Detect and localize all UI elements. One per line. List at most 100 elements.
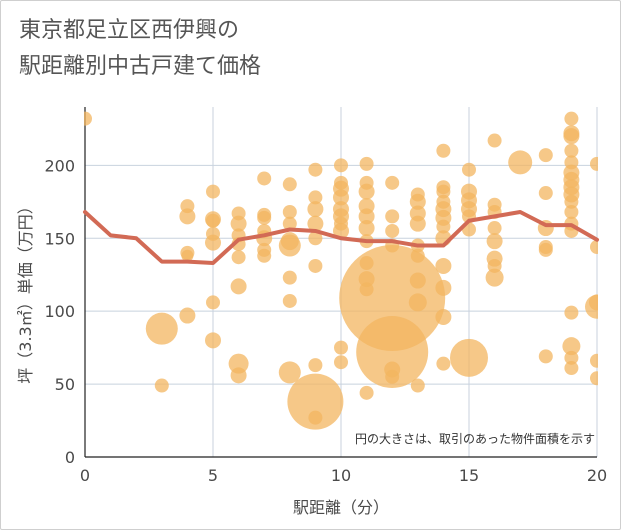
data-bubble — [385, 175, 400, 190]
data-bubble — [308, 231, 323, 246]
data-bubble — [508, 150, 533, 175]
data-bubble — [206, 213, 220, 228]
data-bubble — [562, 337, 581, 356]
data-bubble — [231, 250, 246, 265]
data-bubble — [356, 316, 429, 388]
data-bubble — [334, 158, 348, 173]
y-tick-label: 150 — [44, 229, 75, 248]
data-bubble — [282, 177, 297, 192]
x-tick-label: 10 — [331, 466, 351, 485]
data-bubble — [563, 128, 580, 145]
data-bubble — [282, 216, 297, 231]
data-bubble — [590, 156, 598, 171]
data-bubble — [435, 279, 452, 296]
data-bubble — [590, 353, 598, 368]
data-bubble — [333, 189, 349, 206]
data-bubble — [564, 194, 579, 209]
title-line-2: 駅距離別中古戸建て価格 — [19, 54, 262, 79]
data-bubble — [282, 293, 297, 308]
x-tick-label: 5 — [208, 466, 218, 485]
data-bubble — [228, 353, 249, 374]
data-bubble — [436, 184, 451, 199]
data-bubble — [487, 221, 502, 236]
data-bubble — [359, 156, 374, 171]
data-bubble — [205, 234, 221, 251]
data-bubble — [339, 245, 446, 352]
y-tick-label: 50 — [55, 375, 75, 394]
data-bubble — [154, 378, 169, 393]
data-bubble — [590, 371, 598, 386]
data-bubble — [307, 215, 324, 232]
data-bubble — [385, 209, 400, 224]
data-bubble — [408, 293, 427, 312]
data-bubble — [486, 233, 503, 250]
data-bubble — [564, 350, 579, 365]
data-bubble — [359, 385, 374, 400]
data-bubble — [181, 249, 194, 262]
data-bubble — [308, 162, 323, 177]
data-bubble — [307, 201, 324, 218]
data-bubble — [308, 410, 323, 425]
title-line-1: 東京都足立区西伊興の — [19, 18, 240, 43]
data-bubble — [282, 270, 297, 285]
data-bubble — [179, 208, 196, 225]
data-bubble — [334, 355, 348, 370]
data-bubble — [590, 240, 598, 254]
size-legend-note: 円の大きさは、取引のあった物件面積を示す — [355, 431, 595, 446]
data-bubble — [230, 278, 247, 295]
data-bubble — [538, 186, 553, 201]
data-bubble — [564, 111, 579, 126]
data-bubble — [145, 312, 178, 345]
x-tick-label: 15 — [459, 466, 479, 485]
data-bubble — [409, 193, 426, 210]
data-bubble — [385, 223, 400, 238]
data-bubble — [278, 361, 301, 384]
data-bubble — [257, 210, 272, 225]
data-bubble — [487, 133, 502, 148]
data-bubble — [358, 183, 375, 200]
data-bubble — [410, 248, 425, 263]
data-bubble — [435, 309, 452, 325]
bubble-layer — [84, 111, 598, 430]
data-bubble — [282, 205, 297, 219]
x-axis-title: 駅距離（分） — [293, 498, 389, 517]
data-bubble — [564, 143, 579, 158]
y-tick-label: 200 — [44, 156, 75, 175]
chart-title: 東京都足立区西伊興の 駅距離別中古戸建て価格 — [19, 13, 261, 85]
data-bubble — [230, 367, 247, 384]
data-bubble — [358, 220, 375, 237]
data-bubble — [334, 340, 348, 355]
y-tick-label: 0 — [65, 448, 75, 467]
data-bubble — [410, 378, 425, 393]
data-bubble — [564, 305, 579, 320]
data-bubble — [436, 143, 451, 158]
y-axis-title: 坪（3.3㎡）単価（万円） — [16, 198, 35, 383]
data-bubble — [333, 222, 349, 239]
average-price-line — [83, 210, 599, 266]
data-bubble — [308, 190, 323, 205]
data-bubble — [462, 162, 476, 177]
data-bubble — [564, 205, 579, 219]
data-bubble — [538, 148, 553, 163]
data-bubble — [409, 215, 426, 232]
data-bubble — [278, 234, 301, 257]
data-bubble — [206, 184, 220, 199]
data-bubble — [308, 358, 323, 373]
data-bubble — [385, 369, 400, 384]
data-bubble — [308, 258, 323, 273]
data-bubble — [450, 338, 488, 377]
data-bubble — [206, 295, 220, 310]
data-bubble — [436, 356, 451, 371]
trend-layer — [83, 210, 599, 266]
data-bubble — [435, 257, 452, 274]
x-tick-label: 20 — [587, 466, 607, 485]
data-bubble — [84, 111, 92, 126]
data-bubble — [538, 242, 553, 257]
x-tick-label: 0 — [80, 466, 90, 485]
data-bubble — [257, 248, 272, 263]
data-bubble — [538, 349, 553, 364]
data-bubble — [485, 268, 504, 287]
